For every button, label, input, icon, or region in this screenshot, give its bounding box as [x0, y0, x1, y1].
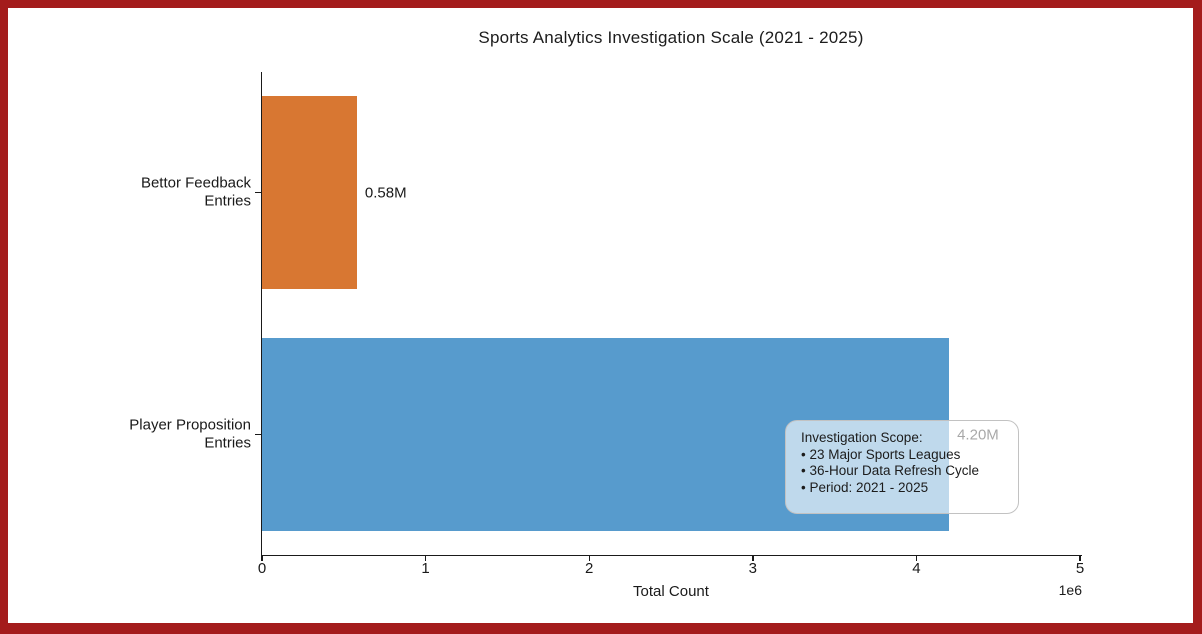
- x-tick-label: 0: [257, 560, 267, 577]
- x-tick-mark: [752, 556, 754, 561]
- y-axis-category-label-line: Player Proposition: [129, 416, 251, 433]
- x-tick-mark: [915, 556, 918, 561]
- chart-title: Sports Analytics Investigation Scale (20…: [478, 28, 864, 47]
- x-tick-mark: [261, 556, 263, 561]
- x-tick-mark: [588, 556, 590, 561]
- x-tick-label: 2: [585, 560, 594, 577]
- y-axis-category-label: Bettor Feedback Entries: [32, 174, 251, 211]
- y-axis-category-label: Player Proposition Entries: [32, 416, 251, 453]
- x-axis-line: [260, 554, 1082, 556]
- annotation-box: Investigation Scope: • 23 Major Sports L…: [785, 420, 1019, 514]
- bullet-icon: •: [801, 446, 806, 462]
- bullet-icon: •: [801, 463, 806, 478]
- bullet-icon: •: [801, 479, 806, 495]
- bar-value-label: 0.58M: [364, 184, 407, 201]
- y-axis-category-label-line: Entries: [204, 434, 251, 452]
- x-tick-mark: [1079, 556, 1081, 561]
- axis-offset-label: 1e6: [1058, 582, 1082, 598]
- x-tick-label: 5: [1075, 560, 1085, 577]
- annotation-bullet: • 23 Major Sports Leagues: [801, 446, 961, 462]
- annotation-bullet: • 36-Hour Data Refresh Cycle: [801, 463, 980, 478]
- y-axis-line: [260, 72, 262, 555]
- bar: [262, 96, 357, 289]
- y-tick-mark: [255, 191, 261, 194]
- x-tick-mark: [424, 556, 427, 561]
- y-axis-category-label-line: Entries: [204, 192, 251, 210]
- annotation-title: Investigation Scope:: [801, 430, 923, 445]
- x-tick-label: 3: [748, 560, 757, 577]
- y-axis-category-label-line: Bettor Feedback: [140, 174, 251, 191]
- x-axis-label: Total Count: [633, 583, 709, 600]
- x-tick-label: 4: [912, 560, 921, 577]
- y-tick-mark: [255, 433, 261, 436]
- x-tick-label: 1: [421, 560, 430, 577]
- annotation-bullet: • Period: 2021 - 2025: [801, 479, 929, 495]
